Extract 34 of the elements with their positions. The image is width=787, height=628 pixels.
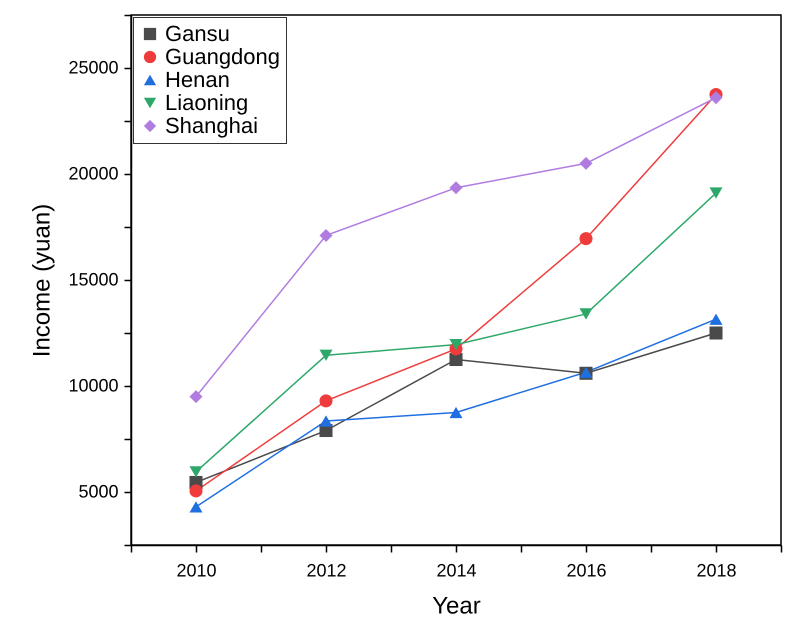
- point: [709, 91, 723, 104]
- y-tick-label: 25000: [68, 58, 118, 78]
- x-tick-label: 2014: [436, 560, 477, 580]
- point: [449, 406, 463, 418]
- point: [709, 314, 723, 325]
- point: [189, 466, 203, 478]
- point: [449, 181, 463, 194]
- point: [319, 394, 333, 408]
- point: [189, 501, 203, 512]
- point: [579, 232, 593, 246]
- point: [709, 326, 723, 340]
- point: [449, 339, 463, 350]
- legend-label: Guangdong: [165, 44, 280, 69]
- legend-label: Gansu: [165, 21, 230, 46]
- y-tick-label: 5000: [78, 482, 118, 502]
- y-tick-label: 20000: [68, 164, 118, 184]
- x-tick-label: 2016: [566, 560, 607, 580]
- point: [319, 350, 333, 361]
- x-tick-label: 2018: [696, 560, 737, 580]
- point: [709, 187, 723, 199]
- point: [579, 308, 593, 320]
- point: [189, 390, 203, 404]
- point: [319, 228, 333, 242]
- y-tick-label: 10000: [68, 376, 118, 396]
- x-axis-title: Year: [432, 592, 481, 620]
- y-tick-label: 15000: [68, 270, 118, 290]
- point: [319, 415, 333, 427]
- point: [189, 484, 203, 498]
- point: [579, 156, 593, 170]
- x-tick-label: 2012: [306, 560, 347, 580]
- x-tick-label: 2010: [176, 560, 217, 580]
- legend-label: Liaoning: [165, 90, 248, 115]
- point: [449, 352, 463, 366]
- y-axis-title: Income (yuan): [28, 204, 56, 358]
